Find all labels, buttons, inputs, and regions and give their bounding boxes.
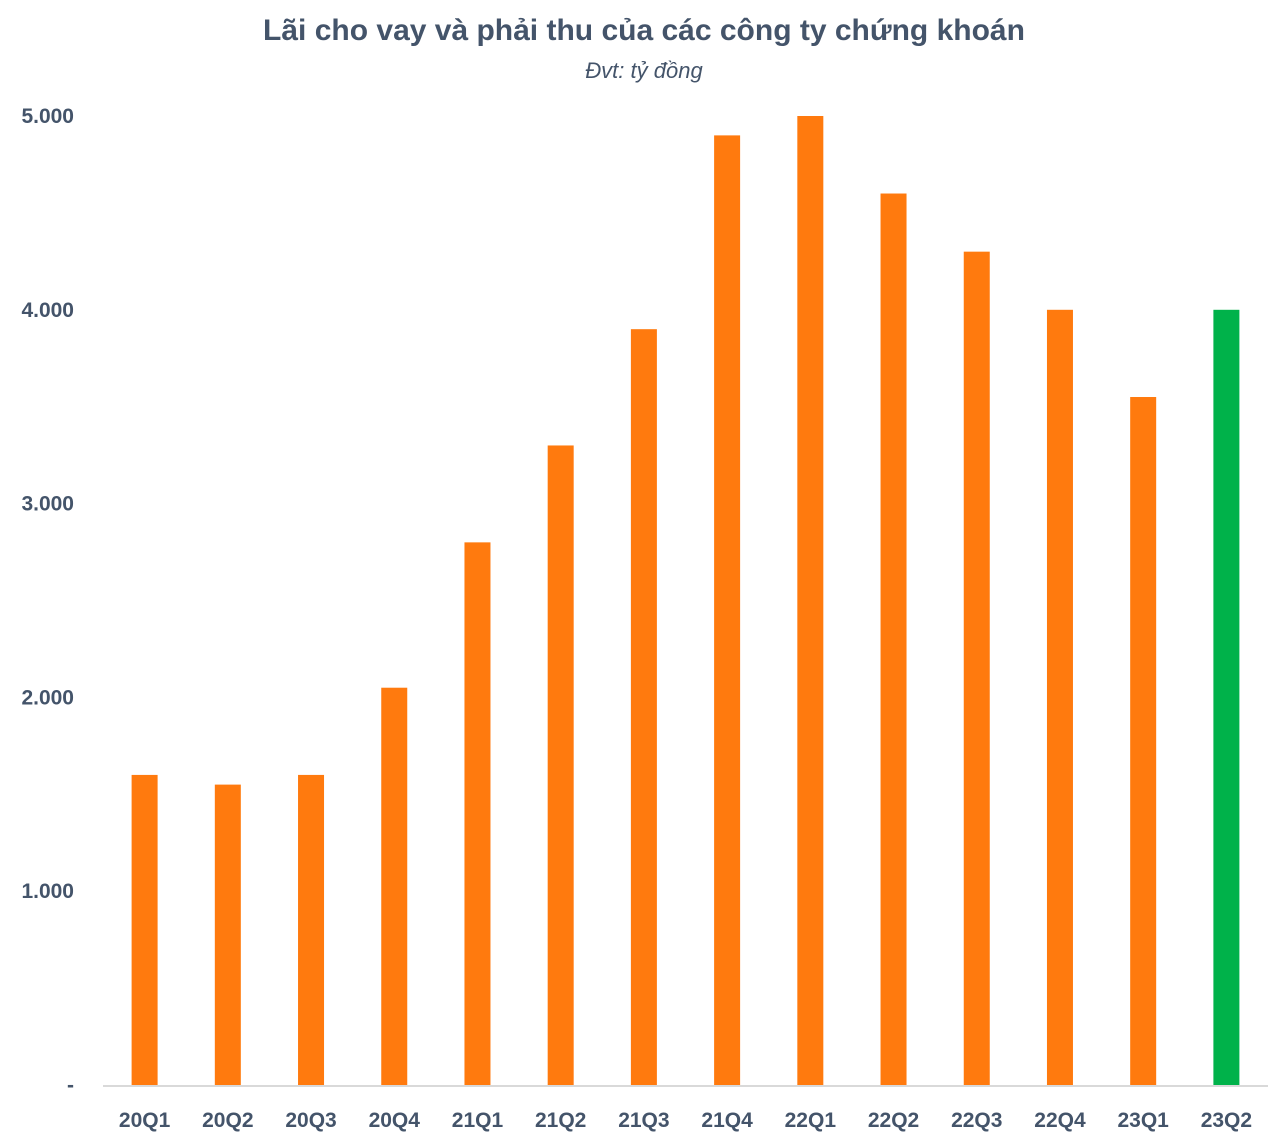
x-tick-label: 22Q3: [951, 1109, 1002, 1132]
bar-22Q2: [880, 193, 907, 1085]
bar-21Q3: [630, 329, 657, 1085]
x-tick-label: 23Q1: [1117, 1109, 1169, 1132]
bar-22Q1: [797, 116, 824, 1085]
bar-20Q1: [131, 774, 158, 1085]
bar-22Q4: [1046, 309, 1073, 1085]
x-tick-label: 21Q4: [701, 1109, 753, 1132]
x-tick-label: 20Q4: [369, 1109, 421, 1132]
y-tick-label: 1.000: [21, 880, 74, 903]
x-tick-label: 23Q2: [1201, 1109, 1252, 1132]
y-tick-label: 5.000: [21, 105, 74, 128]
x-tick-label: 21Q3: [618, 1109, 669, 1132]
x-tick-label: 20Q3: [285, 1109, 336, 1132]
y-axis-labels: - 1.000 2.000 3.000 4.000 5.000: [21, 105, 74, 1097]
x-tick-label: 20Q1: [119, 1109, 171, 1132]
bar-23Q2: [1213, 309, 1240, 1085]
bar-23Q1: [1130, 397, 1157, 1085]
chart-subtitle: Đvt: tỷ đồng: [585, 58, 703, 83]
x-tick-label: 20Q2: [202, 1109, 253, 1132]
x-tick-label: 21Q1: [452, 1109, 504, 1132]
y-tick-label: 4.000: [21, 299, 74, 322]
bar-20Q4: [381, 687, 408, 1085]
x-tick-label: 22Q4: [1034, 1109, 1086, 1132]
y-tick-label: 3.000: [21, 493, 74, 516]
bars: [131, 116, 1240, 1086]
bar-21Q2: [547, 445, 574, 1086]
bar-20Q2: [214, 784, 241, 1085]
y-tick-label: 2.000: [21, 686, 74, 709]
x-tick-label: 22Q2: [868, 1109, 919, 1132]
x-tick-label: 22Q1: [785, 1109, 837, 1132]
chart-title: Lãi cho vay và phải thu của các công ty …: [263, 14, 1025, 47]
bar-20Q3: [298, 774, 325, 1085]
bar-21Q1: [464, 542, 491, 1085]
x-tick-label: 21Q2: [535, 1109, 586, 1132]
y-tick-label: -: [67, 1074, 74, 1097]
bar-21Q4: [714, 135, 741, 1085]
bar-22Q3: [963, 251, 990, 1085]
x-axis-labels: 20Q1 20Q2 20Q3 20Q4 21Q1 21Q2 21Q3 21Q4 22Q1 22Q2…: [119, 1109, 1252, 1132]
